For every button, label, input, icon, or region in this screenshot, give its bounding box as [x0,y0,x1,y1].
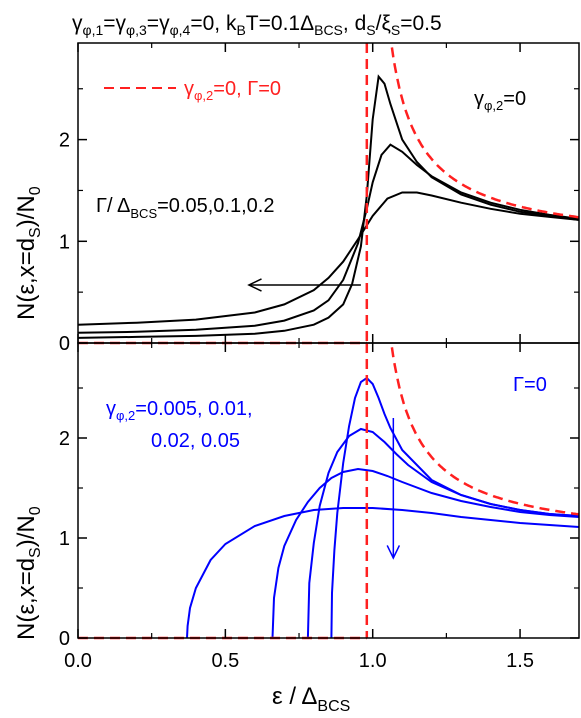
figure-title: γφ,1=γφ,3=γφ,4=0, kBT=0.1ΔBCS, dS/ξS=0.5 [72,12,442,38]
top-arrow [247,278,361,292]
bottom-plot-frame [77,342,580,639]
x-tick-label: 0.0 [64,650,92,672]
x-tick-label: 1.0 [359,650,387,672]
y-tick-label: 1 [59,528,70,550]
bcs-dashed-curve [390,47,580,219]
bcs-dashed-curve [390,347,580,516]
series-line-3 [271,467,580,639]
series-line-1 [77,74,580,339]
y-tick-label: 0 [59,628,70,650]
series-line-2 [306,427,580,639]
y-axis-label-top: N(ε,x=dS)/N0 [13,186,44,320]
x-tick-label: 1.5 [506,650,534,672]
panel-top: 0 1 2 γφ,2=0, Γ=0 γφ,2=0 Γ/ ΔBCS=0.05,0.1,… [59,42,580,355]
bottom-reference-curves [78,343,580,640]
y-tick-label: 1 [59,231,70,253]
y-tick-label: 0 [59,333,70,355]
top-y-ticks: 0 1 2 [59,88,579,355]
bottom-gamma-values-line2: 0.02, 0.05 [151,430,240,452]
series-line-4 [186,507,580,639]
arrow-head [247,278,262,292]
bottom-curves [186,376,580,639]
bottom-gamma-values-line1: γφ,2=0.005, 0.01, [106,398,253,423]
top-gamma-title: γφ,2=0 [474,88,526,113]
x-tick-labels: 0.0 0.5 1.0 1.5 [64,650,534,672]
bottom-arrow [386,418,401,560]
x-axis-label: ε / ΔBCS [272,683,350,715]
legend-label: γφ,2=0, Γ=0 [184,78,281,103]
top-gamma-values: Γ/ ΔBCS=0.05,0.1,0.2 [96,195,274,221]
panel-bottom: 0 1 2 Γ=0 γφ,2=0.005, 0.01, 0.02, 0.05 [59,342,580,650]
y-tick-label: 2 [59,130,70,152]
x-tick-label: 0.5 [211,650,239,672]
series-line-2 [77,143,580,334]
bottom-gamma-title: Γ=0 [513,374,547,396]
y-tick-label: 2 [59,428,70,450]
bottom-y-ticks: 0 1 2 [59,387,579,650]
series-line-3 [77,191,580,326]
y-axis-label-bottom: N(ε,x=dS)/N0 [13,506,44,640]
top-curves [77,74,580,339]
arrow-head [386,545,401,560]
